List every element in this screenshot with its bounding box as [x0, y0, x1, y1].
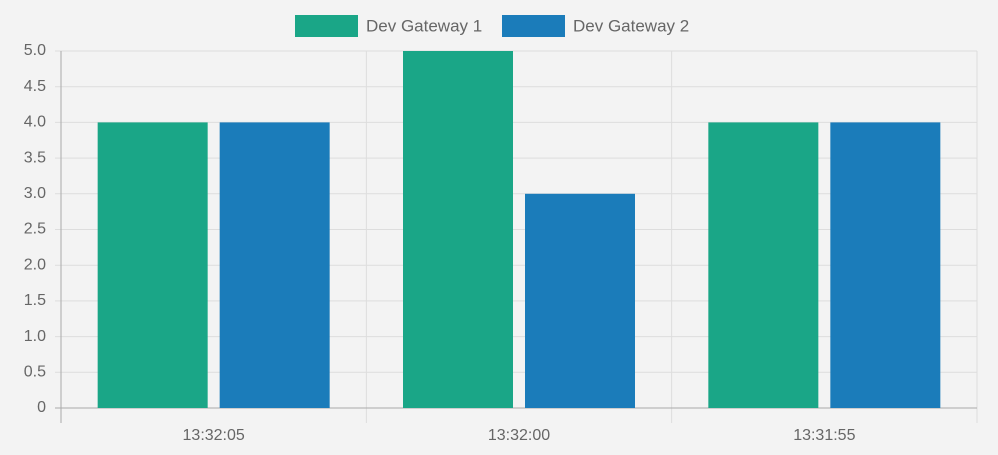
- y-axis-tick-labels: 0 0.5 1.0 1.5 2.0 2.5 3.0 3.5 4.0 4.5 5.0: [24, 42, 46, 416]
- x-tick-label: 13:32:05: [183, 427, 245, 444]
- legend: Dev Gateway 1 Dev Gateway 2: [295, 15, 689, 37]
- axes: [60, 51, 977, 409]
- y-tick-label: 1.0: [24, 328, 46, 345]
- y-tick-label: 2.0: [24, 256, 46, 273]
- legend-label-1: Dev Gateway 1: [366, 16, 482, 35]
- y-tick-label: 4.0: [24, 114, 46, 131]
- legend-swatch-2: [502, 15, 565, 37]
- legend-label-2: Dev Gateway 2: [573, 16, 689, 35]
- y-tick-label: 4.5: [24, 78, 46, 95]
- bar-1-13:32:00: [403, 51, 513, 408]
- x-axis-tick-labels: 13:32:05 13:32:00 13:31:55: [183, 427, 856, 444]
- y-tick-label: 2.5: [24, 221, 46, 238]
- y-tick-label: 1.5: [24, 292, 46, 309]
- bar-1-13:32:05: [97, 122, 208, 409]
- legend-swatch-1: [295, 15, 358, 37]
- y-tick-label: 3.0: [24, 185, 46, 202]
- bar-2-13:32:00: [525, 193, 635, 408]
- y-tick-label: 0.5: [24, 364, 46, 381]
- bar-2-13:31:55: [830, 122, 941, 409]
- y-tick-label: 5.0: [24, 42, 46, 59]
- y-tick-label: 3.5: [24, 149, 46, 166]
- bar-1-13:31:55: [708, 122, 819, 409]
- y-tick-label: 0: [37, 399, 46, 416]
- x-tick-label: 13:31:55: [793, 427, 855, 444]
- x-tick-label: 13:32:00: [488, 427, 550, 444]
- bar-2-13:32:05: [219, 122, 330, 409]
- bars: [97, 51, 941, 409]
